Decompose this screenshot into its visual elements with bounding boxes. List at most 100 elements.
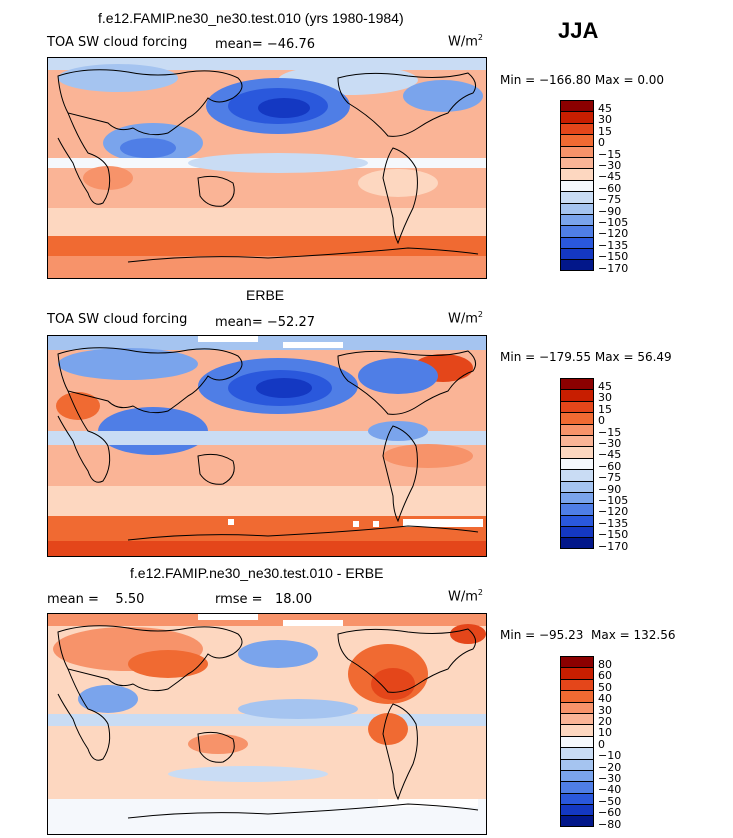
colorbar-swatch (561, 667, 593, 679)
panel2-variable: TOA SW cloud forcing (47, 312, 188, 327)
colorbar-tick-label: 45 (598, 380, 612, 393)
panel2-title: ERBE (246, 287, 285, 303)
colorbar-tick-label: −135 (598, 238, 629, 252)
panel1-mean: mean= −46.76 (215, 37, 316, 52)
colorbar-swatch (561, 168, 593, 180)
colorbar-swatch (561, 701, 593, 713)
panel1-units: W/m2 (448, 33, 483, 50)
colorbar-tick-label: 15 (598, 124, 612, 138)
season-label: JJA (558, 18, 599, 43)
colorbar-tick-label: 30 (598, 113, 612, 127)
colorbar-tick-label: 30 (598, 391, 612, 405)
colorbar-swatch (561, 690, 593, 702)
panel2-units: W/m2 (448, 310, 483, 327)
colorbar-swatch (561, 804, 593, 816)
colorbar-swatch (561, 537, 593, 549)
colorbar-swatch (561, 202, 593, 214)
colorbar-tick-label: −30 (598, 437, 622, 450)
panel2-map (47, 335, 487, 557)
colorbar-tick-label: −80 (598, 817, 622, 831)
colorbar-tick-label: 15 (598, 402, 612, 416)
colorbar-tick-label: 0 (598, 136, 605, 150)
panel3-mean: mean = 5.50 (47, 592, 145, 607)
colorbar-tick-label: −170 (598, 261, 629, 275)
panel2-colorbar-swatches (560, 378, 594, 549)
panel2-minmax: Min = −179.55 Max = 56.49 (500, 350, 672, 364)
colorbar-swatch (561, 236, 593, 249)
colorbar-tick-label: −15 (598, 425, 622, 439)
colorbar-swatch (561, 514, 593, 527)
colorbar-tick-label: −45 (598, 170, 622, 184)
colorbar-tick-label: 0 (598, 737, 605, 751)
colorbar-tick-label: 0 (598, 414, 605, 428)
colorbar-swatch (561, 389, 593, 401)
colorbar-tick-label: 20 (598, 715, 612, 728)
panel1-colorbar: 45 30 15 0 −15 −30 −45 −60 −75 −90 −105 −120 −135 −15… (560, 100, 690, 275)
colorbar-tick-label: −170 (598, 539, 629, 553)
colorbar-tick-label: −120 (598, 227, 629, 241)
colorbar-swatch (561, 724, 593, 736)
panel3-rmse: rmse = 18.00 (215, 592, 313, 607)
colorbar-swatch (561, 491, 593, 504)
colorbar-swatch (561, 656, 593, 668)
colorbar-swatch (561, 446, 593, 458)
colorbar-swatch (561, 712, 593, 725)
colorbar-swatch (561, 191, 593, 203)
colorbar-swatch (561, 100, 593, 112)
colorbar-tick-label: −45 (598, 448, 622, 462)
panel2-mean: mean= −52.27 (215, 315, 316, 330)
colorbar-tick-label: −15 (598, 147, 622, 161)
colorbar-swatch (561, 122, 593, 135)
colorbar-tick-label: −90 (598, 204, 622, 218)
colorbar-tick-label: −75 (598, 471, 622, 485)
colorbar-tick-label: −10 (598, 749, 622, 763)
colorbar-tick-label: −105 (598, 494, 629, 507)
colorbar-swatch (561, 526, 593, 538)
panel2-colorbar: 45 30 15 0 −15 −30 −45 −60 −75 −90 −105 −120 −135 −15… (560, 378, 690, 553)
panel1-colorbar-swatches (560, 100, 594, 271)
colorbar-swatch (561, 781, 593, 793)
panel1-title: f.e12.FAMIP.ne30_ne30.test.010 (yrs 1980… (98, 10, 404, 26)
panel3-map (47, 613, 487, 835)
colorbar-tick-label: 80 (598, 658, 612, 671)
colorbar-swatch (561, 434, 593, 447)
colorbar-tick-label: −105 (598, 216, 629, 229)
colorbar-tick-label: −75 (598, 193, 622, 207)
colorbar-tick-label: −40 (598, 783, 622, 797)
colorbar-swatch (561, 179, 593, 192)
colorbar-swatch (561, 225, 593, 237)
colorbar-tick-label: −60 (598, 806, 622, 820)
colorbar-swatch (561, 678, 593, 691)
panel1-variable: TOA SW cloud forcing (47, 35, 188, 50)
colorbar-swatch (561, 747, 593, 759)
colorbar-swatch (561, 145, 593, 157)
colorbar-swatch (561, 248, 593, 260)
panel3-minmax: Min = −95.23 Max = 132.56 (500, 628, 676, 642)
colorbar-swatch (561, 792, 593, 805)
colorbar-swatch (561, 213, 593, 226)
colorbar-swatch (561, 259, 593, 271)
panel1-map (47, 57, 487, 279)
colorbar-tick-label: −50 (598, 794, 622, 808)
colorbar-tick-label: 45 (598, 102, 612, 115)
colorbar-swatch (561, 378, 593, 390)
colorbar-tick-label: 30 (598, 703, 612, 717)
colorbar-swatch (561, 134, 593, 146)
colorbar-tick-label: −120 (598, 505, 629, 519)
colorbar-swatch (561, 400, 593, 413)
colorbar-tick-label: −20 (598, 760, 622, 774)
colorbar-swatch (561, 769, 593, 782)
panel3-title: f.e12.FAMIP.ne30_ne30.test.010 - ERBE (130, 565, 384, 581)
colorbar-swatch (561, 423, 593, 435)
colorbar-swatch (561, 758, 593, 770)
panel3-colorbar: 80 60 50 40 30 20 10 0 −10 −20 −30 −40 −50 −60 −80 (560, 656, 690, 831)
colorbar-tick-label: −30 (598, 159, 622, 172)
panel3-colorbar-swatches (560, 656, 594, 827)
colorbar-swatch (561, 503, 593, 515)
colorbar-tick-label: −30 (598, 772, 622, 785)
panel1-minmax: Min = −166.80 Max = 0.00 (500, 73, 665, 87)
colorbar-tick-label: −150 (598, 528, 629, 542)
colorbar-swatch (561, 412, 593, 424)
colorbar-swatch (561, 480, 593, 492)
colorbar-tick-label: −90 (598, 482, 622, 496)
